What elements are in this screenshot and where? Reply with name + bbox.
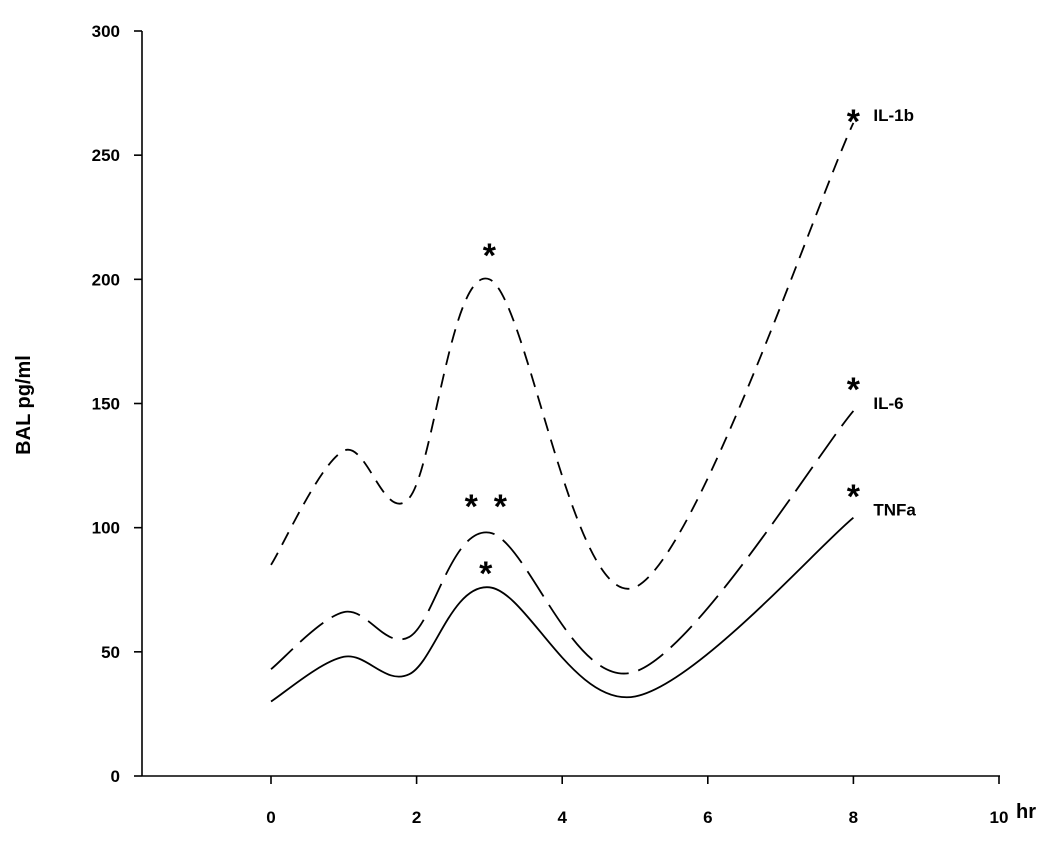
significance-asterisk: * [494, 488, 508, 526]
x-ticks: 0 2 4 6 8 10 [266, 776, 1008, 827]
y-ticks: 0 50 100 150 200 250 300 [92, 22, 142, 786]
y-tick-label: 150 [92, 395, 120, 414]
significance-asterisk: * [483, 237, 497, 275]
y-tick-label: 50 [101, 643, 120, 662]
x-tick-label: 10 [990, 808, 1009, 827]
y-tick-label: 0 [111, 767, 120, 786]
significance-asterisk: * [847, 371, 861, 409]
series-line-tnfa [270, 517, 854, 703]
series-line-il-1b [270, 122, 855, 590]
x-tick-label: 6 [703, 808, 712, 827]
x-tick-label: 0 [266, 808, 275, 827]
y-axis-title: BAL pg/ml [13, 355, 35, 455]
y-tick-label: 250 [92, 146, 120, 165]
significance-asterisk: * [479, 555, 493, 593]
x-tick-label: 8 [849, 808, 858, 827]
y-tick-label: 200 [92, 270, 120, 289]
significance-asterisk: * [847, 103, 861, 141]
x-axis-title: hr [1016, 801, 1036, 823]
axes [141, 31, 1000, 777]
series-label-il-1b: IL-1b [873, 106, 914, 125]
series-line-il-6 [270, 410, 855, 675]
significance-asterisk: * [847, 478, 861, 516]
x-tick-label: 4 [557, 808, 567, 827]
y-tick-label: 100 [92, 519, 120, 538]
y-tick-label: 300 [92, 22, 120, 41]
significance-asterisk: * [465, 488, 479, 526]
series-label-il-6: IL-6 [873, 394, 903, 413]
annotations: ** ***** [465, 103, 861, 593]
series-group [270, 122, 855, 703]
series-label-tnfa: TNFa [873, 501, 916, 520]
x-tick-label: 2 [412, 808, 421, 827]
series-labels: IL-1b IL-6 TNFa [873, 106, 916, 520]
